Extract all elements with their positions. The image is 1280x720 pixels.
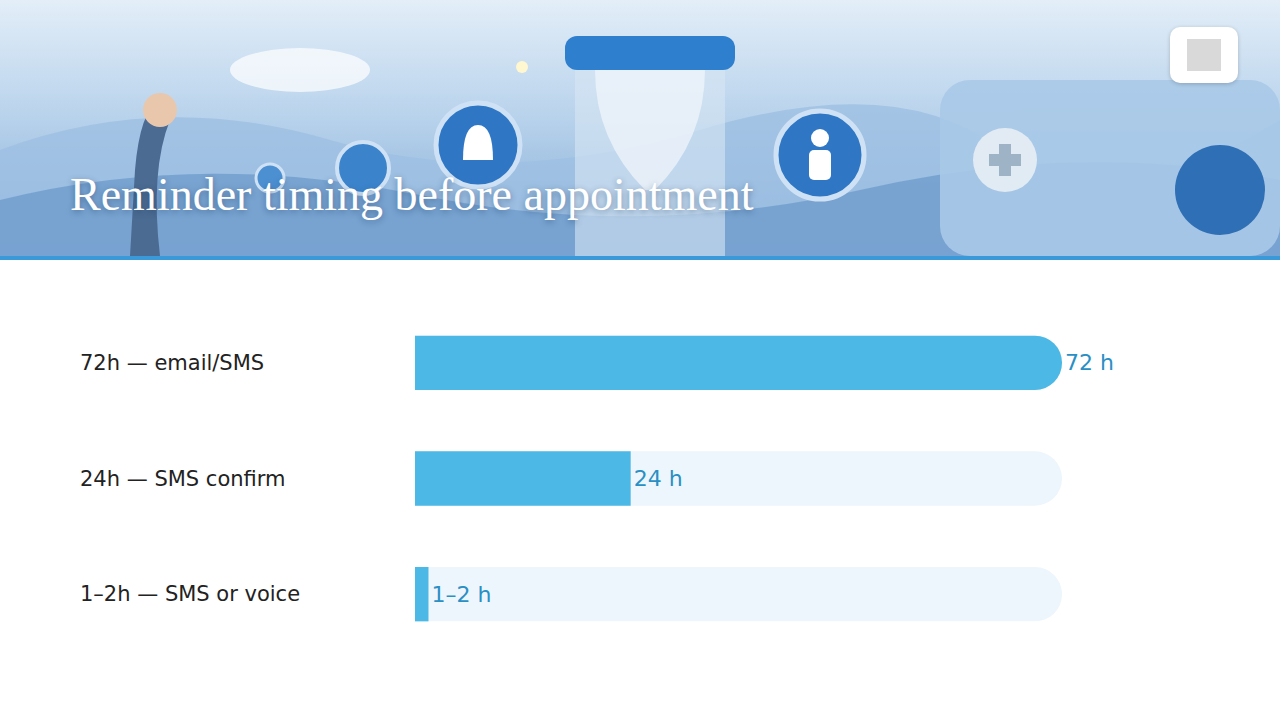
svg-text:72 h: 72 h [1065,350,1114,375]
svg-text:1–2h — SMS or voice: 1–2h — SMS or voice [80,582,300,606]
svg-text:24h — SMS confirm: 24h — SMS confirm [80,467,286,491]
html-text:Reminder timing before appoint: Reminder timing before appointment [70,169,754,220]
svg-text:24 h: 24 h [634,466,683,491]
svg-text:1–2 h: 1–2 h [431,582,491,607]
svg-text:72h — email/SMS: 72h — email/SMS [80,351,264,375]
